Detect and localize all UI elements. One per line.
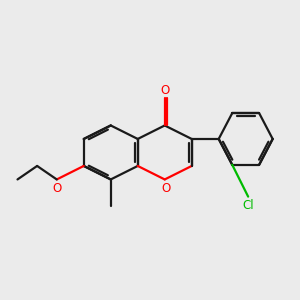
Text: O: O — [161, 182, 171, 195]
Text: O: O — [52, 182, 62, 195]
Text: Cl: Cl — [242, 199, 254, 212]
Text: O: O — [160, 83, 169, 97]
